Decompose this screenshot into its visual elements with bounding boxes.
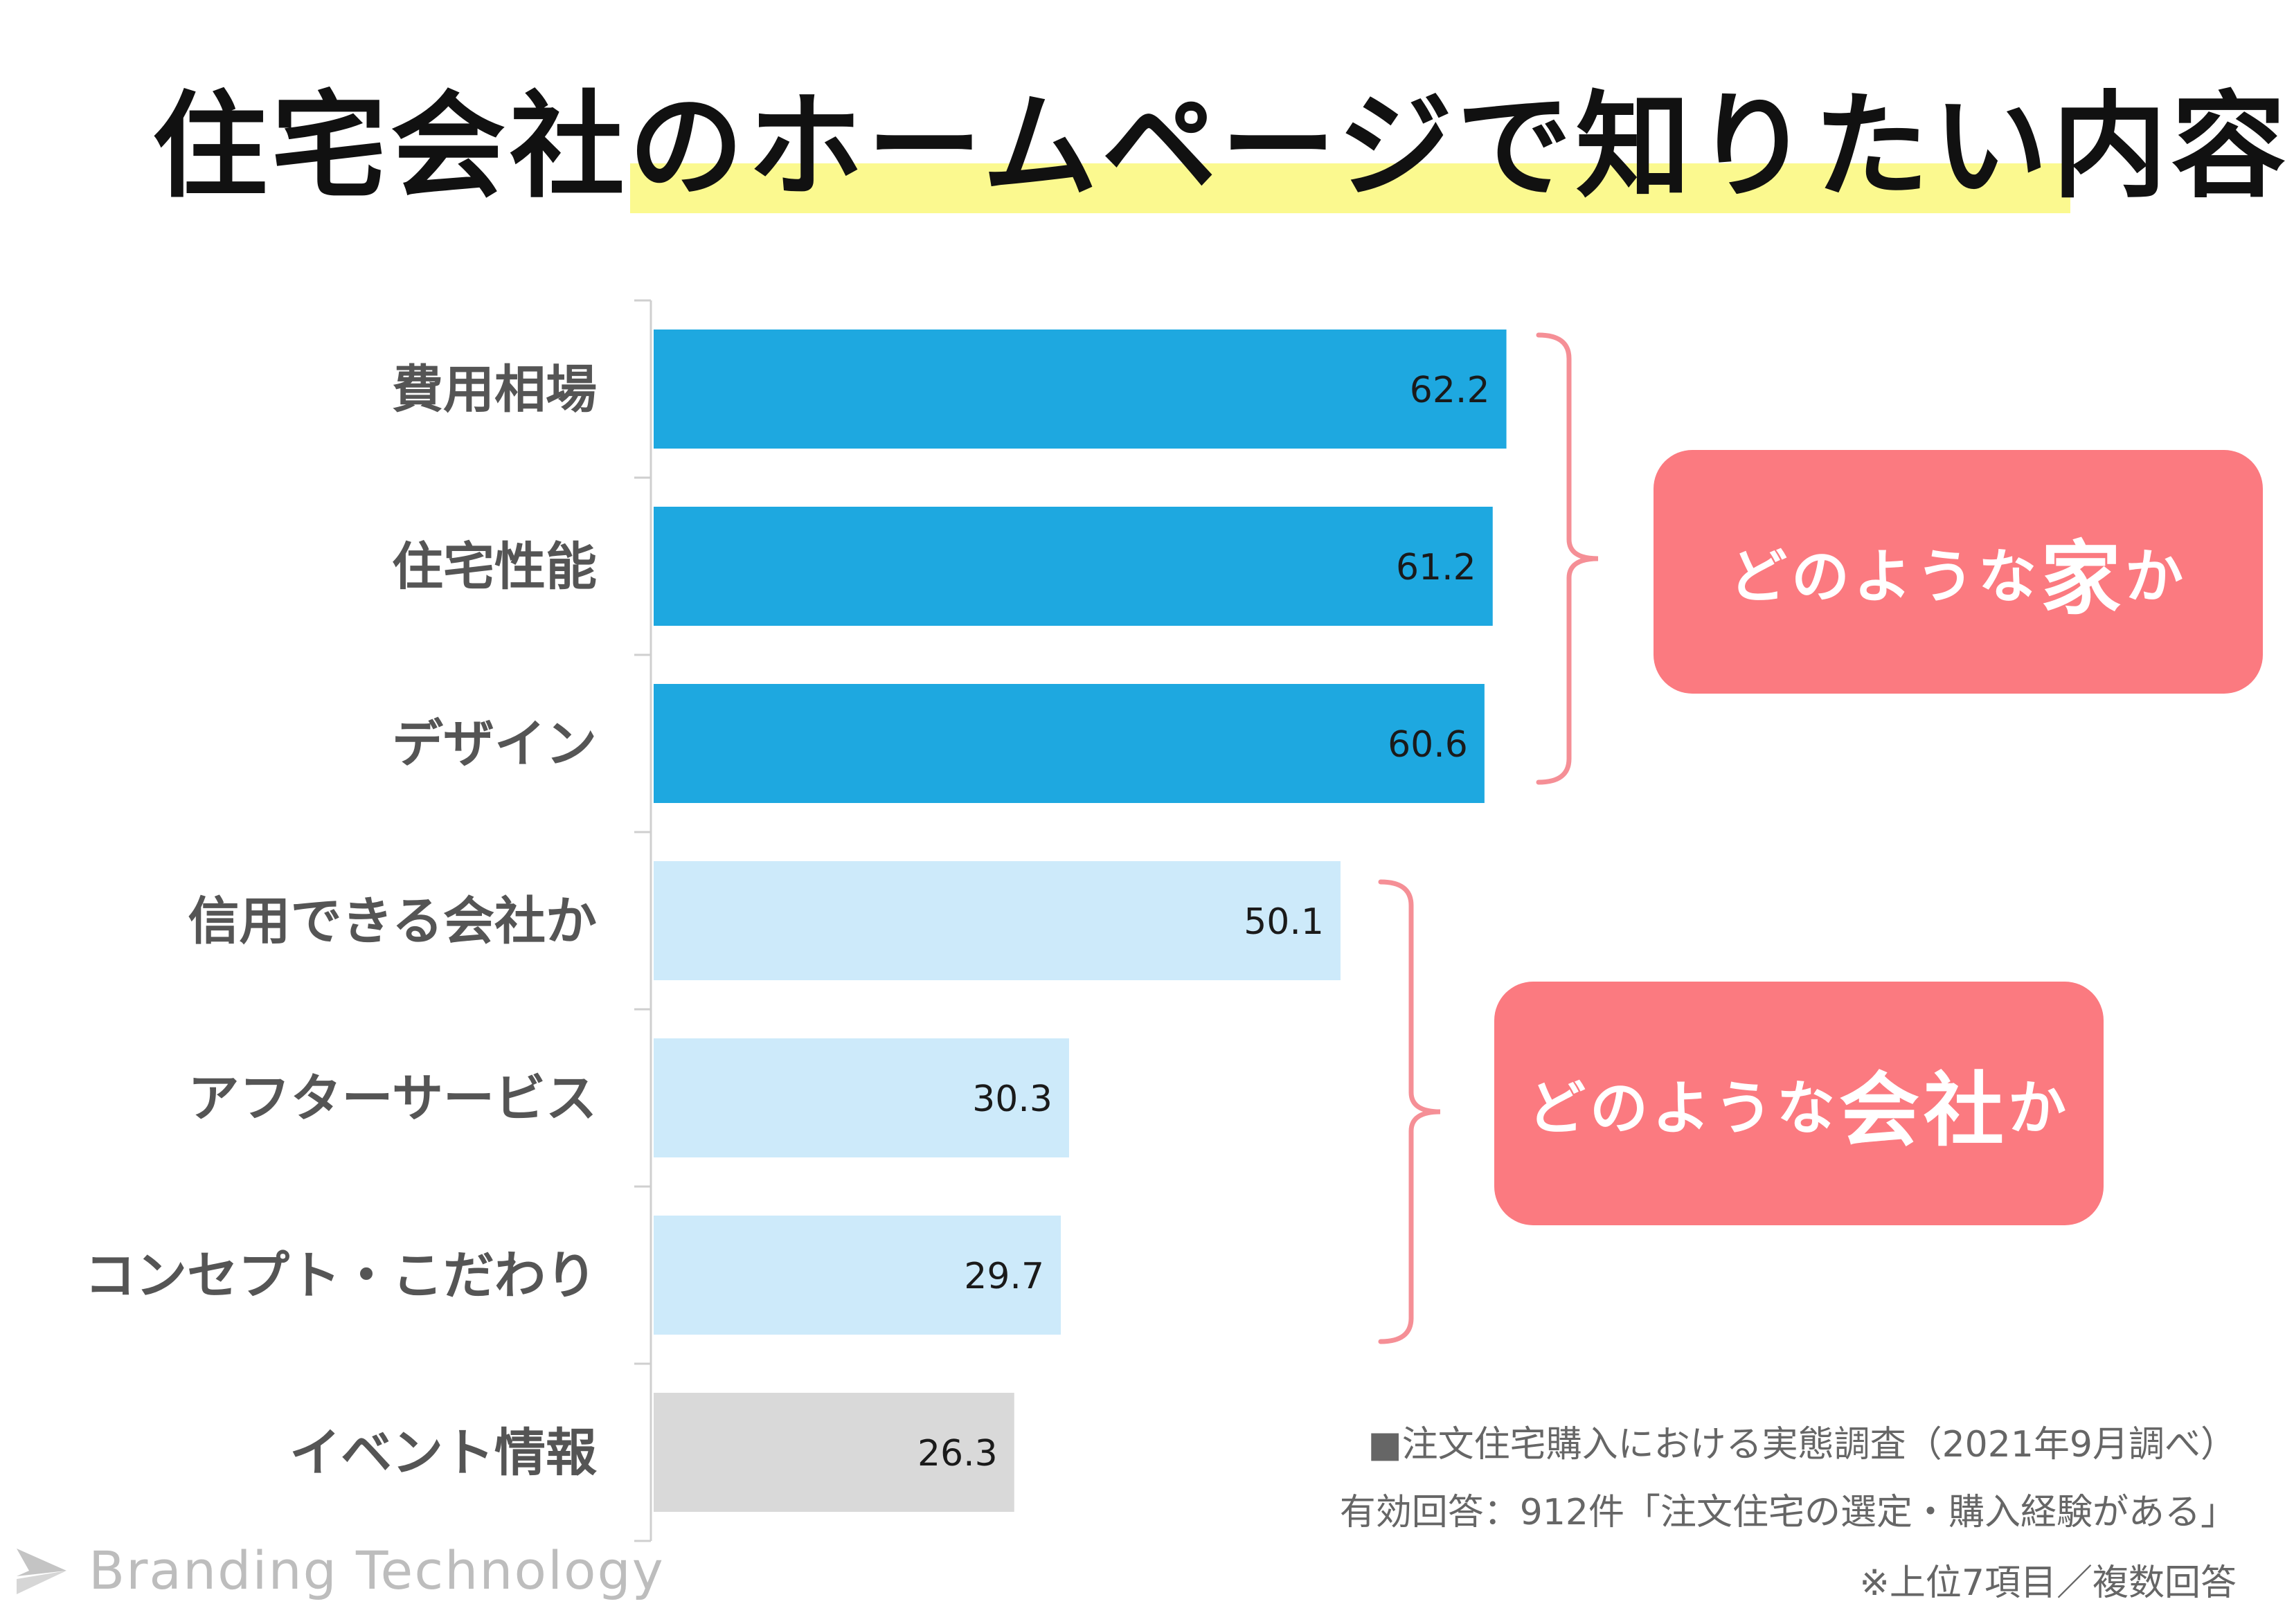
- page-title: 住宅会社のホームページで知りたい内容: [152, 80, 2285, 214]
- bracket-house: [1536, 332, 1599, 785]
- title-highlight: [630, 163, 2070, 213]
- bar: [654, 684, 1485, 803]
- bar-value-label: 26.3: [917, 1433, 998, 1474]
- bar-value-label: 61.2: [1396, 547, 1476, 588]
- brand-logo: Branding Technology: [14, 1540, 665, 1601]
- bar-value-label: 50.1: [1244, 901, 1324, 943]
- callout-company-big: 会社: [1839, 1064, 2008, 1157]
- callout-house-pre: どのような: [1728, 542, 2041, 611]
- bar-value-label: 60.6: [1388, 724, 1468, 766]
- bar: [654, 1393, 1014, 1512]
- category-label: 信用できる会社か: [188, 892, 597, 951]
- callout-house: どのような家か: [1654, 450, 2263, 694]
- callout-company: どのような 会社か: [1494, 982, 2104, 1225]
- paper-plane-logo-icon: [17, 1548, 66, 1594]
- category-label: 住宅性能: [392, 537, 597, 597]
- category-label: デザイン: [392, 714, 597, 774]
- bar-value-label: 29.7: [964, 1256, 1044, 1297]
- bar-value-label: 30.3: [972, 1079, 1052, 1120]
- category-label: 費用相場: [392, 360, 597, 419]
- category-label: イベント情報: [289, 1423, 597, 1483]
- callout-house-big: 家: [2041, 532, 2125, 626]
- category-label: コンセプト・こだわり: [84, 1246, 597, 1306]
- bar: [654, 507, 1493, 626]
- source-line-3: ※上位7項目／複数回答: [1859, 1562, 2237, 1604]
- callout-house-post: か: [2125, 542, 2188, 611]
- brand-name: Branding Technology: [89, 1540, 665, 1601]
- source-line-2: 有効回答：912件「注文住宅の選定・購入経験がある」: [1339, 1492, 2237, 1533]
- bar: [654, 1038, 1069, 1157]
- callout-company-post: か: [2008, 1074, 2071, 1142]
- bar-value-label: 62.2: [1410, 370, 1490, 411]
- callout-company-pre: どのような: [1527, 1074, 1839, 1142]
- bracket-company: [1378, 879, 1441, 1344]
- category-label: アフターサービス: [188, 1069, 597, 1128]
- bar: [654, 330, 1507, 449]
- source-line-1: ■注文住宅購入における実態調査（2021年9月調べ）: [1368, 1424, 2237, 1465]
- bar: [654, 1216, 1061, 1335]
- bar: [654, 861, 1341, 980]
